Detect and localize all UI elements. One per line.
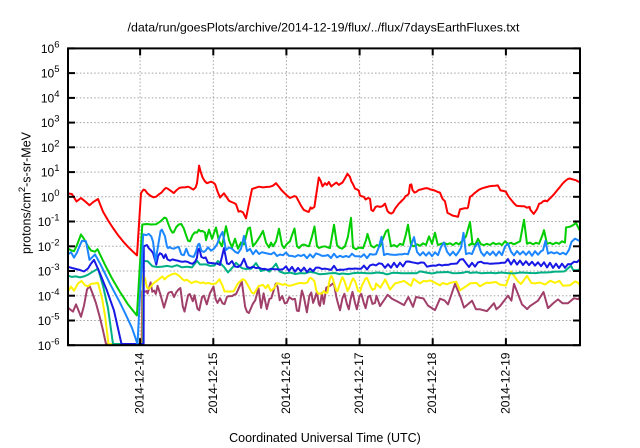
svg-text:2014-12-15: 2014-12-15 [206, 352, 220, 414]
svg-text:/data/run/goesPlots/archive/20: /data/run/goesPlots/archive/2014-12-19/f… [128, 21, 520, 35]
svg-text:Coordinated Universal Time (UT: Coordinated Universal Time (UTC) [229, 431, 421, 445]
svg-text:2014-12-18: 2014-12-18 [425, 352, 439, 414]
svg-text:2014-12-14: 2014-12-14 [133, 352, 147, 414]
svg-text:protons/cm2-s-sr-MeV: protons/cm2-s-sr-MeV [17, 131, 34, 254]
svg-text:2014-12-17: 2014-12-17 [352, 352, 366, 414]
svg-text:2014-12-16: 2014-12-16 [279, 352, 293, 414]
svg-text:2014-12-19: 2014-12-19 [498, 352, 512, 414]
